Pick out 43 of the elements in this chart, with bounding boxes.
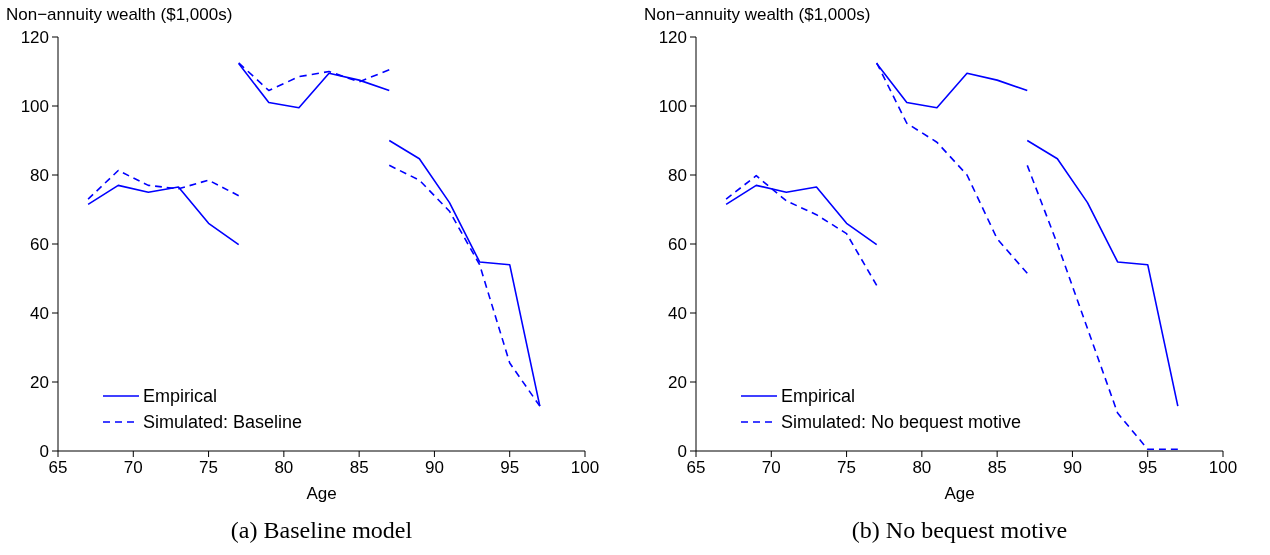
y-axis-title: Non−annuity wealth ($1,000s) — [644, 5, 871, 24]
x-tick-label: 65 — [686, 458, 706, 477]
x-tick-label: 95 — [1138, 458, 1158, 477]
legend-label: Empirical — [781, 386, 856, 407]
y-tick-label: 100 — [658, 96, 687, 116]
y-tick-label: 100 — [20, 96, 49, 116]
x-tick-label: 70 — [761, 458, 781, 477]
x-tick-label: 100 — [570, 458, 600, 477]
line-series — [1026, 139, 1179, 407]
y-axis-title: Non−annuity wealth ($1,000s) — [6, 5, 233, 24]
legend-label: Simulated: No bequest motive — [781, 412, 1022, 433]
legend-label: Empirical — [143, 386, 218, 407]
x-tick-label: 80 — [274, 458, 294, 477]
x-axis-title: Age — [944, 484, 975, 503]
x-tick-label: 80 — [912, 458, 932, 477]
text: (b) No bequest motive — [851, 517, 1068, 543]
y-tick-label: 120 — [658, 27, 687, 47]
x-tick-label: 85 — [987, 458, 1007, 477]
y-tick-label: 20 — [30, 372, 49, 392]
x-tick-label: 75 — [837, 458, 857, 477]
y-tick-label: 60 — [30, 234, 49, 254]
x-tick-label: 75 — [199, 458, 219, 477]
x-tick-label: 95 — [500, 458, 520, 477]
x-tick-label: 85 — [349, 458, 369, 477]
x-tick-label: 100 — [1208, 458, 1238, 477]
x-tick-label: 90 — [1062, 458, 1082, 477]
text: (a) Baseline model — [230, 517, 413, 543]
y-tick-label: 20 — [668, 372, 687, 392]
y-tick-label: 80 — [30, 165, 49, 185]
y-tick-label: 0 — [677, 441, 687, 461]
y-tick-label: 120 — [20, 27, 49, 47]
x-tick-label: 90 — [424, 458, 444, 477]
y-tick-label: 0 — [39, 441, 49, 461]
x-tick-label: 70 — [123, 458, 143, 477]
y-tick-label: 80 — [668, 165, 687, 185]
y-tick-label: 40 — [668, 303, 687, 323]
x-axis-title: Age — [306, 484, 337, 503]
line-series — [725, 174, 878, 287]
y-tick-label: 40 — [30, 303, 49, 323]
x-tick-label: 65 — [48, 458, 68, 477]
y-tick-label: 60 — [668, 234, 687, 254]
legend-label: Simulated: Baseline — [143, 412, 303, 433]
line-series — [1026, 164, 1179, 451]
